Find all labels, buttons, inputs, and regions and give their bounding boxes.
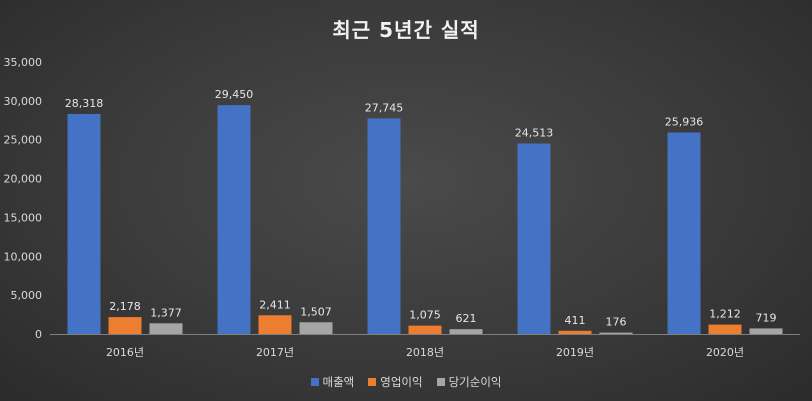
x-category-label: 2017년: [256, 346, 294, 359]
y-tick-label: 25,000: [4, 134, 43, 147]
data-label: 1,507: [300, 305, 332, 318]
data-label: 411: [565, 314, 586, 327]
legend-label: 매출액: [322, 375, 355, 389]
legend-label: 영업이익: [380, 375, 423, 389]
y-tick-label: 30,000: [4, 95, 43, 108]
data-label: 25,936: [665, 115, 704, 128]
data-label: 176: [606, 316, 627, 329]
data-label: 1,377: [150, 306, 182, 319]
bar-당기순이익-2016년: [149, 323, 183, 334]
bar-당기순이익-2017년: [299, 322, 333, 334]
legend-swatch: [436, 378, 445, 386]
data-label: 28,318: [65, 97, 104, 110]
y-tick-label: 0: [35, 328, 42, 341]
x-category-label: 2018년: [406, 346, 444, 359]
bar-영업이익-2016년: [108, 317, 142, 334]
bar-당기순이익-2019년: [599, 332, 633, 334]
legend-swatch: [368, 378, 377, 386]
data-label: 621: [456, 312, 477, 325]
bar-매출액-2019년: [517, 143, 551, 334]
bar-매출액-2018년: [367, 118, 401, 334]
bar-당기순이익-2018년: [449, 329, 483, 334]
bar-영업이익-2017년: [258, 315, 292, 334]
data-label: 719: [756, 311, 777, 324]
legend-item: 영업이익: [368, 374, 423, 390]
legend-label: 당기순이익: [448, 375, 502, 389]
data-label: 2,411: [259, 298, 291, 311]
bar-영업이익-2020년: [708, 324, 742, 334]
bar-영업이익-2018년: [408, 325, 442, 334]
data-label: 27,745: [365, 101, 404, 114]
x-category-label: 2019년: [556, 346, 594, 359]
bar-영업이익-2019년: [558, 330, 592, 334]
y-tick-label: 20,000: [4, 173, 43, 186]
legend-item: 매출액: [310, 374, 355, 390]
legend-item: 당기순이익: [436, 374, 502, 390]
data-label: 29,450: [215, 88, 254, 101]
bar-당기순이익-2020년: [749, 328, 783, 334]
bar-매출액-2020년: [667, 132, 701, 334]
chart-title: 최근 5년간 실적: [332, 18, 480, 42]
x-category-label: 2016년: [106, 346, 144, 359]
y-tick-label: 35,000: [4, 56, 43, 69]
data-label: 1,212: [709, 308, 741, 321]
data-label: 2,178: [109, 300, 141, 313]
bar-매출액-2016년: [67, 113, 101, 335]
y-tick-label: 5,000: [11, 289, 43, 302]
data-label: 24,513: [515, 126, 554, 139]
legend-swatch: [310, 378, 319, 386]
bar-매출액-2017년: [217, 105, 251, 334]
x-category-label: 2020년: [706, 346, 744, 359]
y-tick-label: 15,000: [4, 211, 43, 224]
legend: 매출액 영업이익 당기순이익: [0, 374, 812, 390]
data-label: 1,075: [409, 309, 441, 322]
y-tick-label: 10,000: [4, 250, 43, 263]
